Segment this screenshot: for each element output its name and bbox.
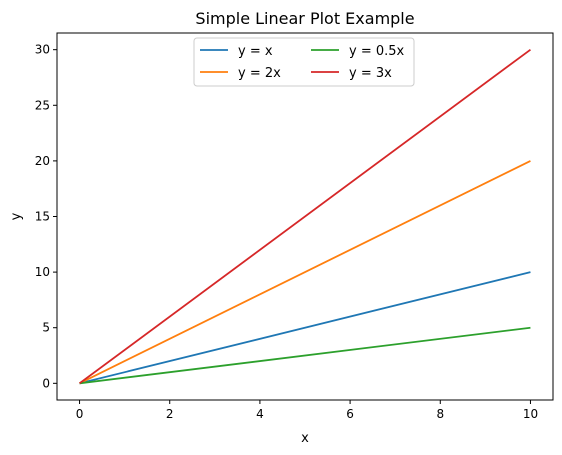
y-tick-label: 20 [35, 154, 50, 168]
legend: y = x y = 2x y = 0.5x y = 3x [193, 37, 415, 87]
y-tick-label: 10 [35, 265, 50, 279]
x-axis-label: x [301, 431, 309, 446]
legend-box [193, 37, 415, 87]
legend-label: y = 0.5x [349, 44, 405, 59]
series-line [79, 160, 531, 385]
y-tick-label: 0 [42, 376, 50, 390]
y-axis-ticks: 0 5 10 15 20 25 30 [35, 43, 57, 390]
y-axis-label: y [9, 212, 24, 220]
series-lines [79, 48, 531, 385]
x-tick-label: 6 [346, 407, 354, 421]
x-tick-label: 4 [256, 407, 264, 421]
y-tick-label: 30 [35, 43, 50, 57]
chart-title: Simple Linear Plot Example [195, 9, 414, 28]
series-line [79, 326, 531, 385]
y-tick-label: 25 [35, 98, 50, 112]
y-tick-label: 15 [35, 210, 50, 224]
series-line [79, 48, 531, 385]
x-axis-ticks: 0 2 4 6 8 10 [76, 400, 538, 421]
x-tick-label: 8 [436, 407, 444, 421]
plot-area: 0 2 4 6 8 10 0 5 10 15 20 25 30 [35, 32, 554, 421]
x-tick-label: 0 [76, 407, 84, 421]
legend-label: y = 3x [349, 66, 392, 81]
x-tick-label: 10 [523, 407, 538, 421]
x-tick-label: 2 [166, 407, 174, 421]
y-tick-label: 5 [42, 321, 50, 335]
series-line [79, 271, 531, 385]
legend-label: y = x [238, 44, 273, 59]
legend-label: y = 2x [238, 66, 281, 81]
